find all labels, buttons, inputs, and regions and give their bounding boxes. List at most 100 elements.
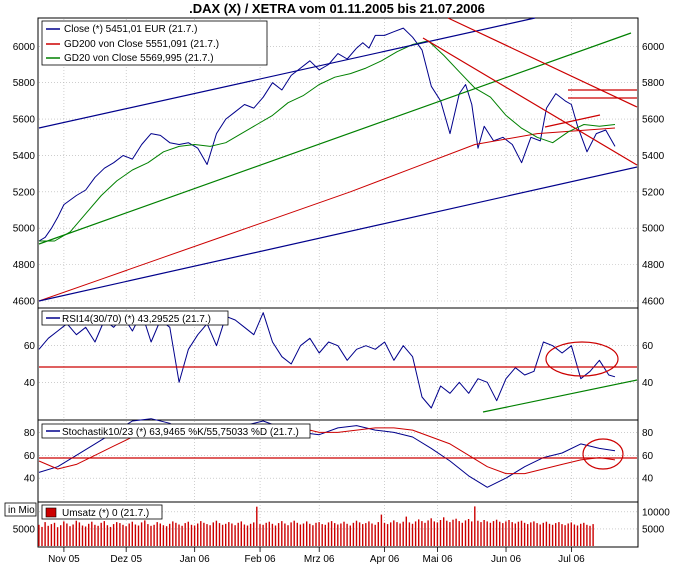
volume-bar xyxy=(396,522,398,546)
volume-bar xyxy=(106,525,109,546)
y-tick-label-left: 60 xyxy=(24,341,36,352)
volume-bar xyxy=(100,522,102,546)
x-tick-label: Jul 06 xyxy=(558,554,585,565)
x-tick-label: Mrz 06 xyxy=(304,554,335,565)
volume-bar xyxy=(464,520,467,546)
stochastic-annotations xyxy=(39,438,637,470)
volume-bar xyxy=(197,523,199,546)
volume-bar xyxy=(240,521,242,546)
x-tick-label: Nov 05 xyxy=(48,554,80,565)
volume-bar xyxy=(122,524,124,546)
volume-bar xyxy=(84,526,87,546)
x-tick-label: Jun 06 xyxy=(491,554,521,565)
volume-bar xyxy=(203,522,205,546)
volume-bar xyxy=(293,520,295,546)
volume-unit-label: in Mio xyxy=(4,502,37,517)
volume-bar xyxy=(580,523,582,546)
y-tick-label-left: 5000 xyxy=(13,524,36,535)
volume-bar xyxy=(430,518,432,546)
volume-bar xyxy=(458,521,460,546)
volume-bar xyxy=(520,520,523,546)
volume-bar xyxy=(355,520,358,546)
volume-bar xyxy=(508,520,510,546)
volume-bar xyxy=(109,526,112,546)
volume-bar xyxy=(206,524,208,546)
volume-bar xyxy=(390,522,392,546)
volume-bar xyxy=(523,522,526,546)
volume-bar xyxy=(165,526,168,546)
y-tick-label-right: 6000 xyxy=(642,42,665,53)
volume-bar xyxy=(56,527,59,546)
volume-bar xyxy=(483,520,485,546)
volume-bar xyxy=(234,525,236,546)
volume-bar xyxy=(570,522,572,546)
price-trendlines xyxy=(38,17,638,302)
volume-bar xyxy=(551,524,554,546)
y-tick-label-right: 5000 xyxy=(642,224,665,235)
volume-bar xyxy=(327,522,330,546)
volume-bar xyxy=(545,521,548,546)
volume-bar xyxy=(159,523,161,546)
volume-bar xyxy=(309,523,311,546)
volume-bar xyxy=(330,521,333,546)
volume-bar xyxy=(128,523,130,546)
volume-bar xyxy=(169,523,171,546)
volume-bar xyxy=(477,520,479,546)
volume-bar xyxy=(137,525,140,546)
volume-bar xyxy=(231,523,233,546)
volume-bar xyxy=(471,521,473,546)
volume-bar xyxy=(489,522,492,546)
volume-bar xyxy=(480,522,482,546)
y-tick-label-left: 40 xyxy=(24,474,36,485)
volume-bar xyxy=(371,523,373,546)
volume-bar xyxy=(312,525,314,546)
y-tick-label-right: 60 xyxy=(642,451,654,462)
volume-bar xyxy=(175,522,177,546)
volume-bar xyxy=(47,525,49,546)
series-line-2-0 xyxy=(38,418,616,488)
volume-bar xyxy=(140,522,143,546)
volume-bar xyxy=(215,520,218,546)
volume-bar xyxy=(50,524,53,546)
volume-bar xyxy=(296,522,298,546)
volume-bar xyxy=(561,524,563,546)
green-trend-line xyxy=(38,32,632,245)
volume-bar xyxy=(492,521,495,546)
volume-bar xyxy=(533,521,535,546)
volume-bar xyxy=(88,523,90,546)
legend-stochastic: Stochastik10/23 (*) 63,9465 %K/55,75033 … xyxy=(62,427,299,438)
y-tick-label-left: 5800 xyxy=(13,78,36,89)
volume-bar xyxy=(153,524,155,546)
volume-bar xyxy=(246,525,249,546)
volume-bar xyxy=(349,525,351,546)
volume-bar xyxy=(184,523,186,546)
y-tick-label-right: 60 xyxy=(642,341,654,352)
volume-bar xyxy=(377,522,379,546)
volume-bar xyxy=(119,523,121,546)
volume-bar xyxy=(302,523,305,546)
volume-bar xyxy=(383,522,386,546)
volume-bar xyxy=(91,521,93,546)
volume-bar xyxy=(262,524,264,546)
volume-bar xyxy=(63,521,65,546)
volume-bar xyxy=(253,522,255,546)
y-tick-label-left: 5000 xyxy=(13,224,36,235)
rsi-legend: RSI14(30/70) (*) 43,29525 (21.7.) xyxy=(41,310,229,326)
volume-legend: Umsatz (*) 0 (21.7.) xyxy=(41,504,163,520)
volume-bar xyxy=(116,522,118,546)
red-down-line-upper xyxy=(447,17,638,108)
rsi-highlight-ellipse xyxy=(545,341,619,377)
volume-bar xyxy=(495,519,498,546)
y-tick-label-right: 5200 xyxy=(642,187,665,198)
volume-bar xyxy=(467,519,470,546)
red-down-line-lower xyxy=(422,37,638,166)
volume-bar xyxy=(237,522,239,546)
volume-bar xyxy=(548,523,551,546)
volume-bar xyxy=(103,521,105,546)
volume-bar xyxy=(374,524,376,546)
volume-bar xyxy=(53,522,56,546)
volume-bar xyxy=(368,521,370,546)
volume-bar xyxy=(225,523,227,546)
volume-bar xyxy=(315,522,317,546)
